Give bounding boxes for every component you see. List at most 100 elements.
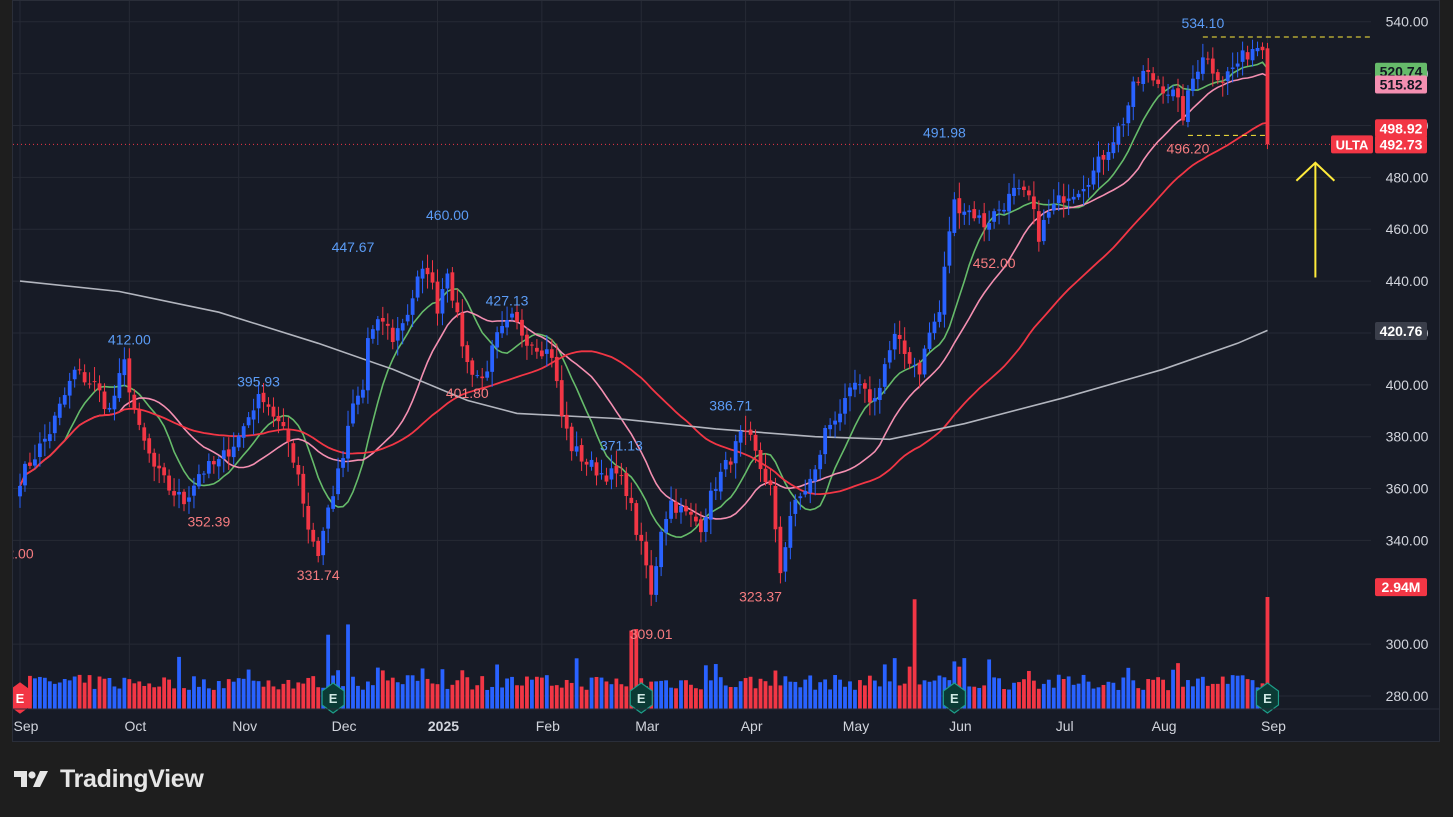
volume-bar [460,670,465,709]
volume-bar [803,679,808,709]
price-badge: 492.73 [1375,135,1427,154]
volume-bar [624,686,629,709]
price-chart[interactable]: 412.00 352.39 395.93 331.74 447.67 460.00 401.… [13,1,1440,742]
candle-body [674,501,678,513]
candle-body [450,272,455,301]
candle-body [917,362,922,375]
volume-bars [18,597,1270,709]
price-axis[interactable]: 280.00300.00340.00360.00380.00400.00420.… [1386,14,1429,704]
symbol-badge-bg [1331,135,1373,154]
volume-bar [495,664,500,709]
high-label: 427.13 [486,292,529,308]
candle-body [1051,204,1056,211]
candle-body [614,466,619,474]
volume-bar [1225,683,1230,709]
low-label: 323.37 [739,589,782,605]
price-tick-label: 380.00 [1386,429,1429,445]
volume-bar [882,664,887,709]
volume-bar [33,678,37,709]
candle-body [549,349,554,358]
earnings-marker[interactable]: E [321,682,345,714]
time-tick-label: Sep [1261,718,1286,734]
candle-body [679,505,683,513]
candle-body [858,384,862,386]
candle-body [728,461,733,465]
candle-body [798,496,803,499]
candle-body [425,267,430,275]
candle-body [37,443,42,458]
volume-bar [828,689,833,709]
volume-bar [798,687,803,709]
volume-bar [410,675,415,709]
volume-bar [1121,677,1126,709]
candle-body [1096,156,1101,173]
arrow-head [1295,161,1336,182]
candle-body [1151,73,1156,81]
candle-body [530,344,534,346]
candle-body [1116,126,1121,145]
volume-bar [977,687,982,709]
price-tick-label: 440.00 [1386,273,1429,289]
candle-body [107,407,112,410]
volume-bar [1205,685,1210,709]
volume-bar [594,676,599,709]
candle-body [957,198,962,214]
candle-body [1161,86,1165,94]
earnings-marker[interactable]: E [942,682,966,714]
volume-bar [430,683,435,709]
volume-bar [1071,684,1076,709]
candle-body [1131,81,1136,107]
volume-bar [1091,688,1096,709]
earnings-marker[interactable]: E [629,682,653,714]
price-badge-text: 498.92 [1380,120,1423,136]
volume-bar [241,678,246,709]
earnings-marker[interactable]: E [13,682,32,714]
candle-body [1146,69,1151,72]
candle-body [520,319,524,336]
volume-bar [1076,683,1081,709]
volume-bar [380,670,385,709]
high-label: 395.93 [237,373,280,389]
volume-bar [1017,682,1021,709]
volume-bar [455,680,460,709]
candle-body [912,364,917,366]
price-badge-bg [1375,135,1427,154]
chart-frame[interactable]: 412.00 352.39 395.93 331.74 447.67 460.00 401.… [12,0,1440,742]
volume-bar [261,686,266,709]
volume-bar [748,676,753,709]
candle-body [1027,190,1031,196]
candle-body [385,323,390,326]
volume-bar [525,676,529,709]
candle-body [1002,209,1006,212]
high-label: 371.13 [600,438,643,454]
brand-name: TradingView [60,764,204,793]
candle-body [435,281,440,314]
candle-body [410,298,415,315]
candle-body [321,530,326,556]
earnings-badge-shape [321,682,345,714]
price-lines [13,36,1371,145]
candle-body [390,327,395,343]
candle-body [162,467,167,476]
candle-body [1036,211,1041,242]
tradingview-logo[interactable]: TradingView [14,762,204,796]
candle-body [604,475,609,482]
volume-bar [1066,676,1071,709]
volume-bar [57,682,62,709]
volume-bar [102,678,107,709]
volume-bar [366,681,370,709]
volume-bar [708,680,713,709]
price-tick-label: 280.00 [1386,688,1429,704]
volume-bar [445,688,450,709]
candle-body [375,319,380,331]
volume-bar [838,679,842,709]
candle-body [1166,94,1170,96]
candle-body [882,364,887,387]
earnings-marker[interactable]: E [1255,682,1280,714]
time-axis[interactable]: Sep Oct Nov Dec 2025 Feb Mar Apr May Jun Jul Aug Sep [13,708,1440,734]
candle-body [515,311,519,322]
candle-body [763,468,768,483]
candle-body [62,395,67,405]
candle-body [1245,52,1250,60]
